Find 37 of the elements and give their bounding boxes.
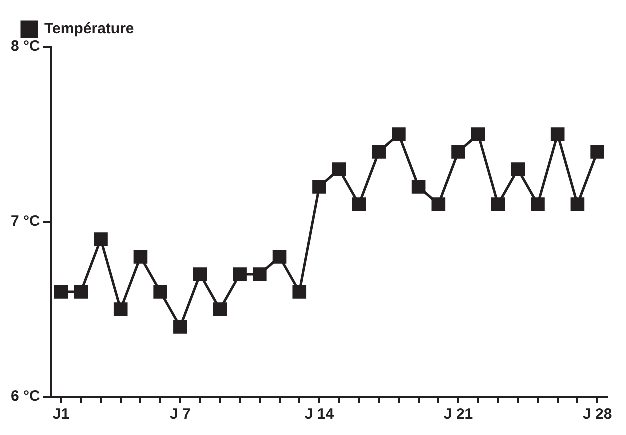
point	[412, 180, 426, 194]
point	[134, 250, 148, 264]
y-tick-label: 6 °C	[10, 388, 41, 406]
point	[392, 128, 406, 142]
x-tick-label: J1	[52, 406, 70, 424]
point	[74, 285, 88, 299]
point	[193, 268, 208, 282]
x-tick-label: J 21	[444, 406, 474, 424]
point	[491, 198, 506, 212]
point	[332, 162, 346, 176]
point	[292, 285, 307, 299]
point	[252, 268, 267, 282]
point	[452, 145, 466, 159]
point	[590, 145, 604, 159]
x-tick-label: J 14	[304, 406, 335, 424]
x-tick-label: J 7	[170, 406, 191, 424]
point	[372, 145, 386, 159]
y-tick-label: 7 °C	[10, 213, 41, 230]
legend-label: Température	[44, 20, 134, 38]
point	[54, 285, 68, 299]
point	[213, 302, 228, 316]
point	[352, 198, 366, 212]
point	[272, 250, 287, 264]
point	[312, 180, 326, 194]
x-tick-label: J 28	[582, 406, 612, 424]
point	[174, 320, 188, 334]
point	[511, 162, 526, 176]
point	[471, 128, 486, 142]
point	[94, 232, 108, 246]
point	[114, 302, 128, 316]
point	[154, 285, 168, 299]
y-tick-label: 8 °C	[10, 38, 41, 56]
point	[570, 198, 585, 212]
point	[531, 198, 545, 212]
point	[432, 198, 446, 212]
point	[233, 268, 247, 282]
point	[550, 128, 565, 142]
